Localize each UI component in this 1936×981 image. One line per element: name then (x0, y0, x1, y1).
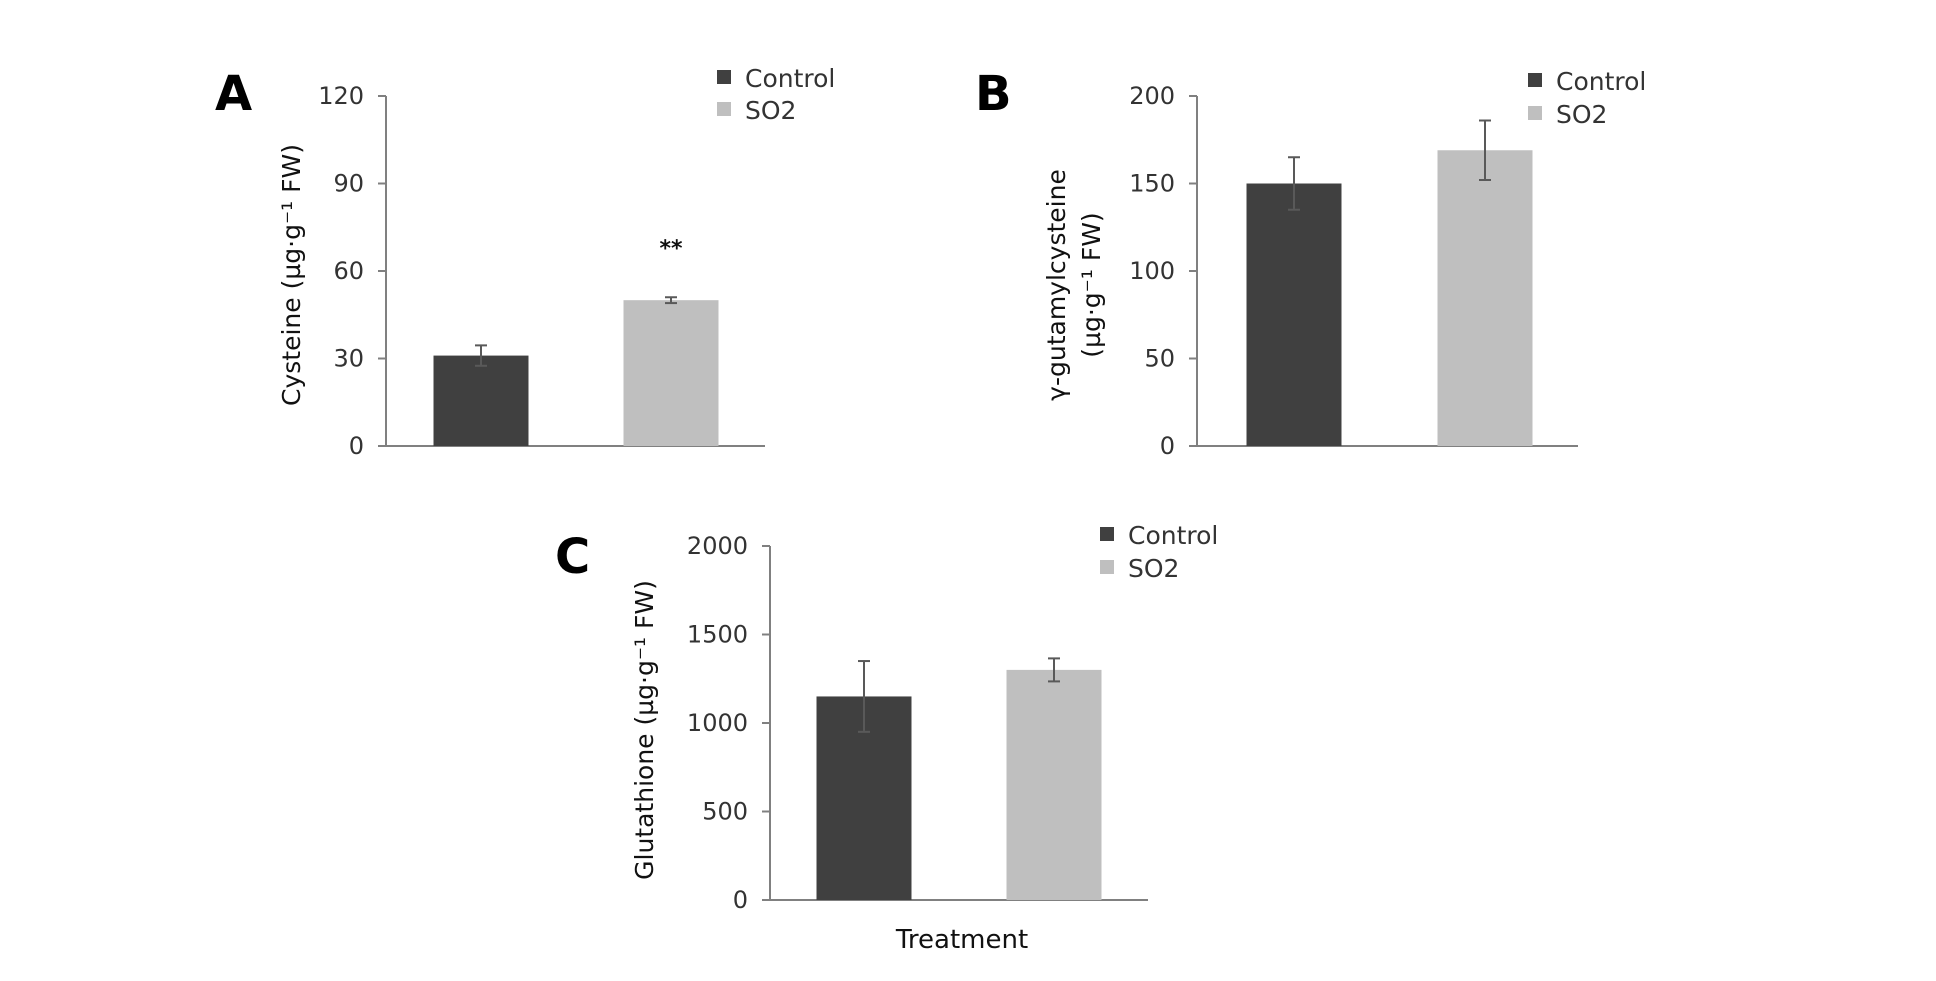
bar-so2 (623, 300, 719, 446)
panel-a-label: A (215, 66, 252, 122)
legend-so2-label: SO2 (1128, 554, 1179, 583)
y-tick-label: 30 (333, 345, 364, 373)
y-tick-label: 0 (1160, 432, 1175, 460)
y-tick-label: 0 (349, 432, 364, 460)
y-tick-label: 200 (1129, 82, 1175, 110)
y-tick-label: 50 (1144, 345, 1175, 373)
bar-control (1246, 183, 1342, 446)
panel-c-plot: 0 500 1000 1500 2000 (687, 532, 1148, 914)
significance-marker: ** (659, 236, 683, 261)
y-tick-label: 100 (1129, 257, 1175, 285)
legend-so2-label: SO2 (745, 96, 796, 125)
bar-so2 (1437, 150, 1533, 446)
panel-b-plot: 0 50 100 150 200 (1129, 82, 1578, 460)
legend-control-label: Control (745, 64, 835, 93)
panel-c: C Control SO2 Glutathione (µg·g⁻¹ FW) Tr… (555, 521, 1218, 955)
y-tick-label: 0 (733, 886, 748, 914)
legend-so2-label: SO2 (1556, 100, 1607, 129)
panel-c-label: C (555, 529, 590, 585)
panel-a-plot: 0 30 60 90 120 ** (318, 82, 765, 460)
legend-control-swatch (1100, 527, 1114, 541)
y-tick-label: 120 (318, 82, 364, 110)
bar-so2 (1006, 669, 1102, 900)
panel-c-xlabel: Treatment (895, 925, 1028, 955)
panel-a-legend: Control SO2 (717, 64, 835, 125)
panel-c-legend: Control SO2 (1100, 521, 1218, 583)
y-tick-label: 1000 (687, 709, 748, 737)
legend-control-label: Control (1556, 67, 1646, 96)
panel-b: B Control SO2 γ-gutamylcysteine (µg·g⁻¹ … (975, 66, 1646, 460)
panel-b-legend: Control SO2 (1528, 67, 1646, 129)
bar-control (433, 355, 529, 446)
legend-so2-swatch (717, 102, 731, 116)
y-tick-label: 500 (702, 798, 748, 826)
panel-b-ylabel-line1: γ-gutamylcysteine (1042, 169, 1071, 401)
legend-control-swatch (1528, 73, 1542, 87)
y-tick-label: 2000 (687, 532, 748, 560)
legend-so2-swatch (1528, 106, 1542, 120)
y-tick-label: 60 (333, 257, 364, 285)
legend-so2-swatch (1100, 560, 1114, 574)
legend-control-label: Control (1128, 521, 1218, 550)
legend-control-swatch (717, 70, 731, 84)
y-tick-label: 90 (333, 170, 364, 198)
panel-b-label: B (975, 66, 1012, 122)
panel-a-ylabel: Cysteine (µg·g⁻¹ FW) (277, 144, 306, 406)
y-tick-label: 150 (1129, 170, 1175, 198)
panel-c-ylabel: Glutathione (µg·g⁻¹ FW) (630, 580, 659, 880)
panel-a: A Control SO2 Cysteine (µg·g⁻¹ FW) 0 30 60… (215, 64, 835, 460)
y-tick-label: 1500 (687, 621, 748, 649)
panel-b-ylabel-line2: (µg·g⁻¹ FW) (1077, 212, 1106, 357)
